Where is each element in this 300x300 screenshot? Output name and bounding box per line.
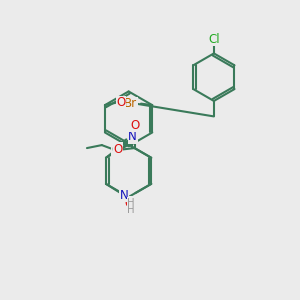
Text: C: C <box>112 146 119 155</box>
Text: Br: Br <box>124 97 137 110</box>
Text: O: O <box>130 119 139 132</box>
Text: N: N <box>119 189 128 202</box>
Text: O: O <box>124 197 133 210</box>
Text: N: N <box>128 130 137 143</box>
Text: H: H <box>128 198 135 208</box>
Text: O: O <box>113 143 123 156</box>
Text: Cl: Cl <box>208 33 220 46</box>
Text: O: O <box>117 96 126 109</box>
Text: H: H <box>128 205 135 215</box>
